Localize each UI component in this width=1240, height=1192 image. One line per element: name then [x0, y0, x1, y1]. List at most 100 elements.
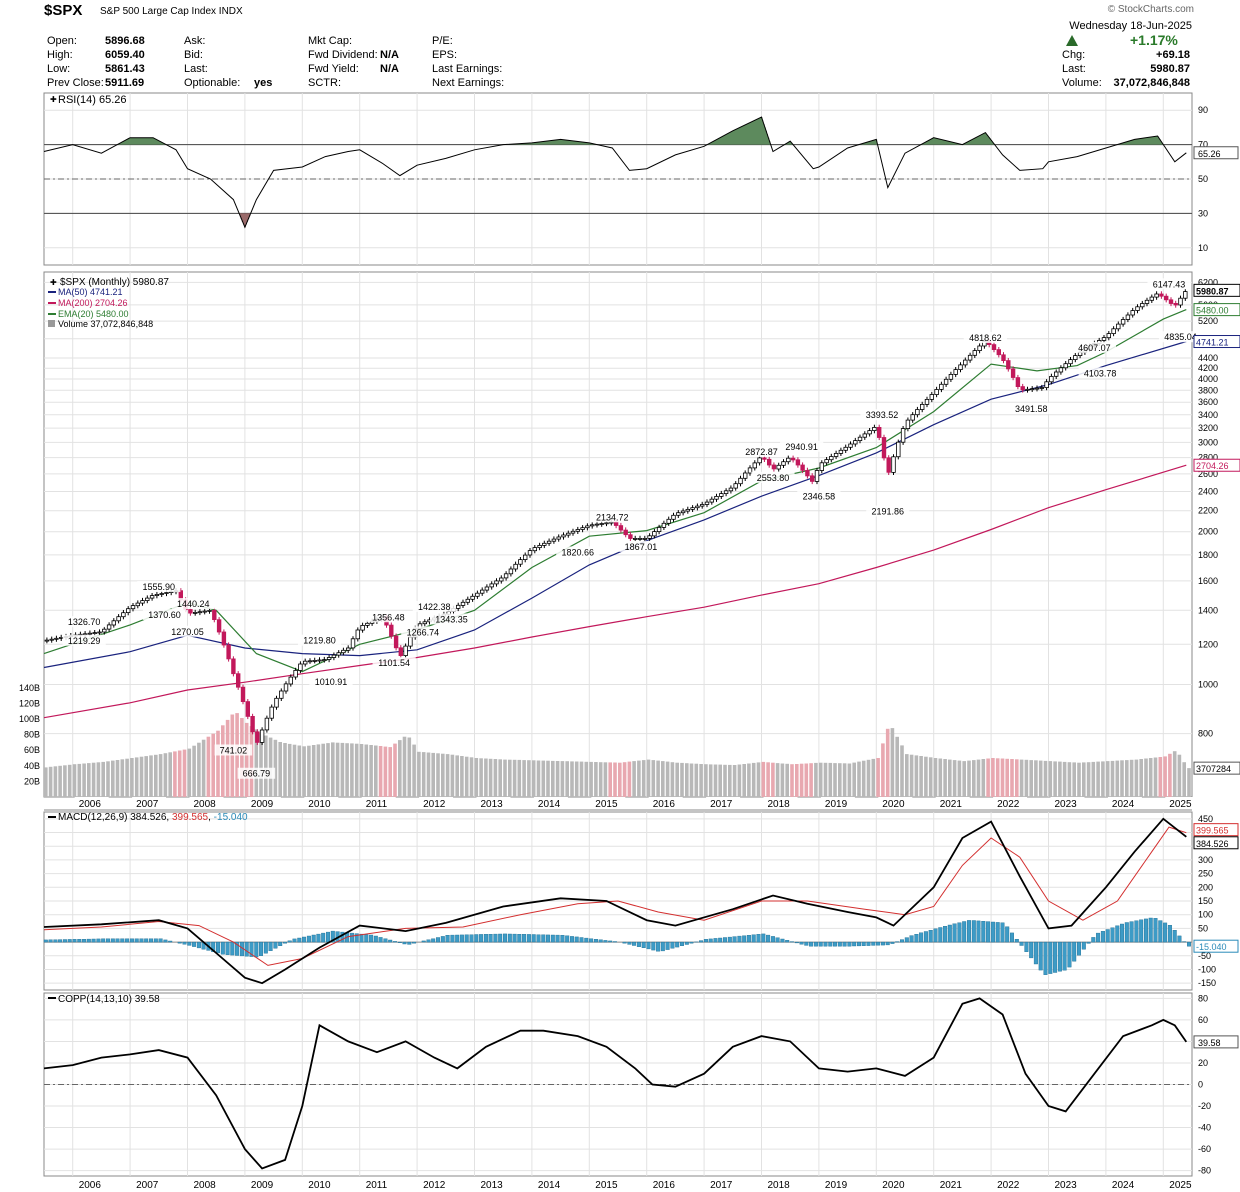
macd-line	[43, 817, 1187, 985]
macd-histogram-bar	[115, 938, 120, 943]
candle-body	[1101, 337, 1107, 341]
macd-histogram-bar	[785, 940, 790, 943]
price-right-label: 2704.26	[1196, 461, 1229, 471]
volume-bar	[326, 743, 330, 797]
candle-body	[752, 462, 757, 469]
candle-body	[771, 464, 777, 470]
volume-bar	[1010, 759, 1014, 797]
macd-histogram-bar	[96, 938, 101, 943]
price-annotation-bg	[429, 613, 474, 625]
candle-body	[465, 598, 470, 603]
macd-histogram-bar	[297, 937, 302, 943]
volume-bar	[756, 762, 761, 797]
volume-tick-label: 60B	[24, 745, 40, 755]
volume-bar	[694, 763, 699, 797]
year-label: 2009	[251, 799, 274, 810]
volume-bar	[130, 758, 134, 797]
macd-histogram-bar	[1043, 941, 1048, 975]
candle-body	[575, 529, 580, 532]
volume-bar	[818, 762, 823, 797]
rsi-current-label: 65.26	[1198, 149, 1221, 159]
macd-histogram-bar	[871, 941, 876, 946]
candle-body	[676, 512, 681, 516]
macd-histogram-bar	[426, 939, 431, 943]
candle-body	[1010, 368, 1016, 378]
candle-body	[795, 459, 801, 466]
candle-body	[1183, 291, 1188, 299]
macd-histogram-bar	[1158, 920, 1163, 943]
macd-histogram-bar	[440, 936, 445, 943]
candle-body	[542, 542, 547, 546]
price-legend-icon: ✚	[50, 278, 57, 287]
macd-histogram-bar	[546, 934, 551, 943]
candle-body	[934, 389, 939, 395]
volume-bar	[388, 747, 392, 797]
candle-body	[1149, 296, 1154, 301]
volume-bar	[197, 742, 201, 797]
macd-histogram-bar	[230, 941, 235, 956]
macd-histogram-bar	[995, 922, 1000, 943]
candle-body	[656, 527, 662, 533]
macd-histogram-bar	[742, 935, 747, 943]
candle-body	[566, 532, 571, 536]
candle-body	[700, 504, 705, 507]
volume-bar	[742, 764, 746, 797]
macd-histogram-bar	[349, 932, 354, 943]
volume-bar	[1019, 759, 1024, 797]
volume-bar	[72, 764, 77, 797]
macd-histogram-bar	[1134, 920, 1139, 943]
price-annotation-bg	[963, 331, 1007, 343]
volume-bar	[670, 762, 675, 797]
symbol-name: S&P 500 Large Cap Index INDX	[100, 6, 243, 17]
macd-tick-label: 200	[1198, 882, 1213, 892]
volume-bar	[106, 761, 110, 797]
volume-current-box	[1193, 761, 1240, 775]
candle-body	[762, 457, 767, 460]
volume-bar	[149, 755, 153, 797]
candle-body	[896, 441, 901, 458]
candle-body	[350, 638, 356, 649]
candle-body	[49, 638, 54, 641]
macd-histogram-bar	[651, 941, 656, 951]
volume-bar	[972, 760, 976, 797]
candle-body	[1068, 359, 1073, 365]
candle-body	[642, 538, 647, 540]
volume-bar	[1110, 760, 1115, 797]
candle-body	[867, 430, 872, 435]
year-label-bg	[763, 797, 798, 810]
candle-body	[298, 663, 303, 671]
volume-bar	[1101, 761, 1105, 797]
volume-bar	[881, 743, 885, 797]
candle-body	[102, 628, 107, 633]
price-annotation-bg	[165, 625, 210, 637]
volume-bar	[785, 763, 789, 797]
candle-body	[781, 461, 786, 466]
candle-body	[939, 383, 944, 390]
volume-bar	[264, 735, 268, 797]
volume-bar	[48, 766, 53, 797]
macd-histogram-bar	[938, 927, 943, 943]
macd-tick-label: 50	[1198, 923, 1208, 933]
macd-histogram-bar	[464, 934, 469, 943]
volume-bar	[44, 767, 48, 797]
candle-body	[82, 633, 88, 636]
price-annotation: 3491.58	[1015, 404, 1048, 414]
volume-bar	[120, 759, 125, 797]
volume-bar	[823, 762, 828, 797]
volume-bar	[871, 758, 876, 797]
volume-bar	[445, 754, 450, 797]
volume-bar	[240, 718, 244, 797]
price-annotation-bg	[1072, 341, 1117, 353]
candle-body	[197, 611, 203, 614]
volume-bar	[474, 758, 479, 797]
macd-histogram-bar	[402, 941, 407, 945]
price-annotation: 2553.80	[757, 473, 790, 483]
rsi-tick-label: 70	[1198, 140, 1208, 150]
macd-histogram-bar	[713, 938, 718, 943]
volume-bar	[1024, 759, 1029, 797]
year-label-bottom: 2022	[997, 1180, 1020, 1191]
price-annotation: 1555.90	[143, 582, 176, 592]
macd-histogram-bar	[943, 926, 948, 943]
volume-bar	[551, 760, 555, 797]
